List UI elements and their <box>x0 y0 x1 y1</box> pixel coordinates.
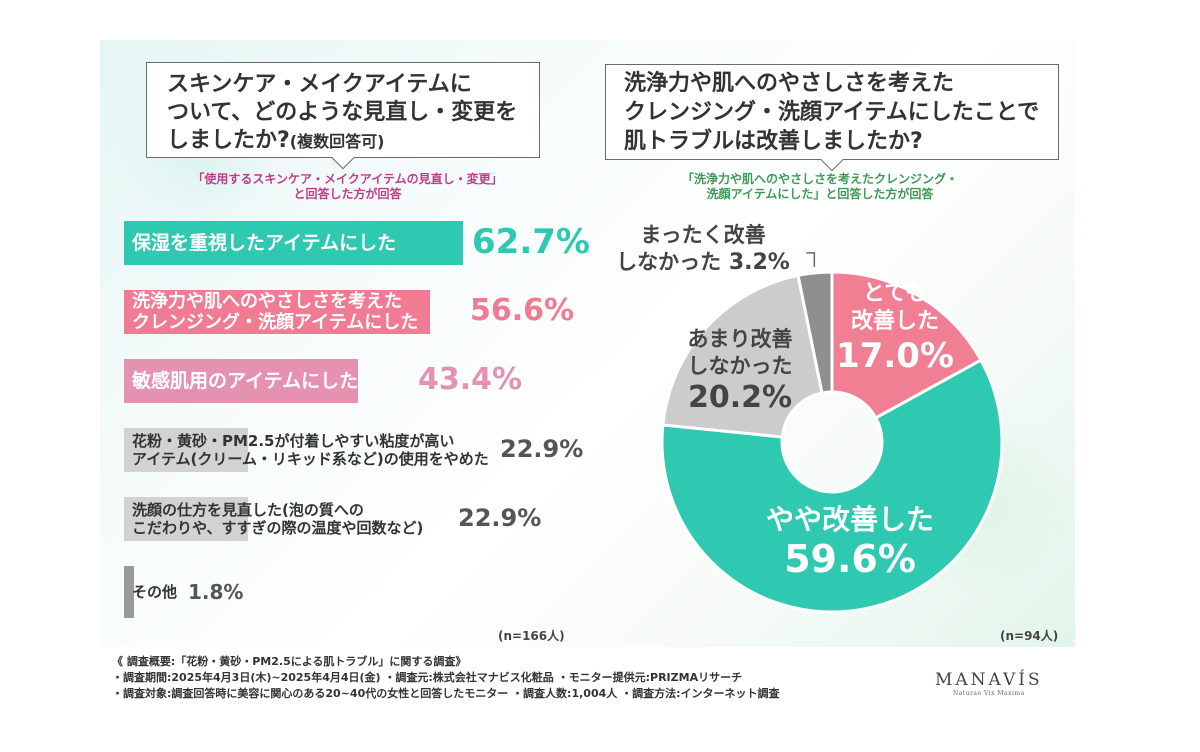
bar-label-line: 洗顔の仕方を見直した(泡の質への <box>132 501 364 519</box>
left-note-line: と回答した方が回答 <box>293 187 402 201</box>
brand-logo: MANAVÍS Naturae Vix Maxima <box>935 670 1043 697</box>
bar-label-line: 敏感肌用のアイテムにした <box>132 370 359 392</box>
right-question-line: 洗浄力や肌へのやさしさを考えた <box>624 71 955 96</box>
right-question-box: 洗浄力や肌へのやさしさを考えた クレンジング・洗顔アイテムにしたことで 肌トラブ… <box>605 64 1059 172</box>
bar-label-line: こだわりや、すすぎの際の温度や回数など) <box>132 519 424 537</box>
left-question-suffix: (複数回答可) <box>289 132 385 151</box>
bar-label: 花粉・黄砂・PM2.5が付着しやすい粘度が高い アイテム(クリーム・リキッド系など… <box>132 432 489 468</box>
bar-3 <box>124 359 359 403</box>
pie-label-line: やや改善した <box>765 503 934 536</box>
pie-value-label: 20.2% <box>687 380 793 415</box>
right-sample-size: (n=94人) <box>1000 629 1059 643</box>
right-note-line: 洗顔アイテムにした」と回答した方が回答 <box>706 187 934 201</box>
bar-value-label: 1.8% <box>188 579 244 604</box>
bar-label: 洗顔の仕方を見直した(泡の質への こだわりや、すすぎの際の温度や回数など) <box>132 501 423 537</box>
pie-value-label: 3.2% <box>721 250 790 275</box>
left-question-line: スキンケア・メイクアイテムに <box>167 72 472 97</box>
pie-label-2: やや改善した 59.6% <box>700 503 1000 581</box>
left-sample-size: (n=166人) <box>498 629 565 643</box>
pie-label-line: しなかった <box>687 354 793 378</box>
bar-4 <box>124 428 248 472</box>
bar-label-line: 洗浄力や肌へのやさしさを考えた <box>132 291 402 312</box>
bar-label: 保湿を重視したアイテムにした <box>132 232 396 254</box>
right-respondent-note: 「洗浄力や肌へのやさしさを考えたクレンジング・ 洗顔アイテムにした」と回答した方… <box>610 172 1030 202</box>
logo-tagline: Naturae Vix Maxima <box>952 690 1025 697</box>
bar-value-label: 43.4% <box>418 362 523 398</box>
footer-line: ・調査期間:2025年4月3日(木)~2025年4月4日(金) ・調査元:株式会… <box>112 671 743 684</box>
bar-6 <box>124 566 134 618</box>
bar-5 <box>124 497 248 541</box>
bar-label-line: アイテム(クリーム・リキッド系など)の使用をやめた <box>132 450 489 468</box>
bar-label: 洗浄力や肌へのやさしさを考えた クレンジング・洗顔アイテムにした <box>132 291 418 333</box>
pie-value-label: 59.6% <box>784 537 916 581</box>
bar-label-line: その他 <box>132 583 178 601</box>
left-question-box: スキンケア・メイクアイテムに ついて、どのような見直し・変更を しましたか?(複… <box>146 62 540 170</box>
bar-value-label: 56.6% <box>470 293 575 329</box>
pie-label-line: あまり改善 <box>687 327 793 351</box>
pie-value-label: 17.0% <box>836 336 954 376</box>
logo-name: MANAVÍS <box>935 670 1043 690</box>
pie-label-line: まったく改善 <box>640 223 766 247</box>
bar-value-label: 22.9% <box>500 435 584 464</box>
left-question-line: しましたか? <box>167 128 290 153</box>
bar-label: その他 <box>132 583 177 601</box>
bar-label-line: クレンジング・洗顔アイテムにした <box>132 312 419 333</box>
right-note-line: 「洗浄力や肌へのやさしさを考えたクレンジング・ <box>681 172 958 186</box>
footer-line: ・調査対象:調査回答時に美容に関心のある20~40代の女性と回答したモニター ・… <box>112 687 780 700</box>
bar-2 <box>124 290 430 334</box>
bar-label-line: 花粉・黄砂・PM2.5が付着しやすい粘度が高い <box>132 432 455 450</box>
pie-label-4: まったく改善 しなかった 3.2% <box>598 222 808 276</box>
footer-line: 《 調査概要:「花粉・黄砂・PM2.5による肌トラブル」に関する調査》 <box>112 655 467 668</box>
pie-label-line: しなかった 3.2% <box>616 250 790 275</box>
bar-1 <box>124 221 463 265</box>
left-question-line: ついて、どのような見直し・変更を <box>167 100 518 125</box>
bar-label-line: 保湿を重視したアイテムにした <box>132 232 397 254</box>
survey-footer: 《 調査概要:「花粉・黄砂・PM2.5による肌トラブル」に関する調査》 ・調査期… <box>112 654 779 702</box>
bar-value-label: 62.7% <box>472 221 590 262</box>
pie-label-line: とても <box>862 281 928 306</box>
right-question-line: 肌トラブルは改善しましたか? <box>624 129 923 154</box>
bar-label: 敏感肌用のアイテムにした <box>132 370 358 392</box>
pie-label-3: あまり改善しなかった 20.2% <box>660 326 820 416</box>
bar-value-label: 22.9% <box>458 504 542 533</box>
pie-label-1: とても改善した 17.0% <box>835 280 955 376</box>
left-respondent-note: 「使用するスキンケア・メイクアイテムの見直し・変更」 と回答した方が回答 <box>155 172 540 202</box>
left-note-line: 「使用するスキンケア・メイクアイテムの見直し・変更」 <box>192 172 503 186</box>
pie-label-line: 改善した <box>850 309 939 334</box>
right-question-line: クレンジング・洗顔アイテムにしたことで <box>624 100 1040 125</box>
